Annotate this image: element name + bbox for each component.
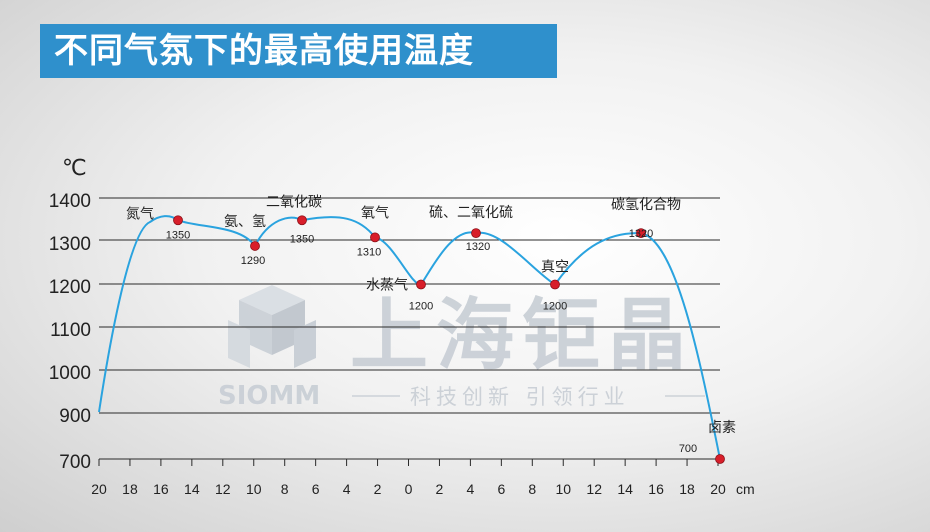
data-point xyxy=(173,215,183,226)
x-tick-label: 4 xyxy=(467,481,475,497)
x-axis: 20 18 16 14 12 10 8 6 4 2 0 2 4 6 8 10 12 14 16 18 20 xyxy=(91,459,726,497)
y-tick-label: 1400 xyxy=(49,191,91,212)
y-tick-label: 1200 xyxy=(49,277,91,298)
grid-lines xyxy=(99,197,720,460)
page-title: 不同气氛下的最高使用温度 xyxy=(40,24,557,78)
y-tick-label: 1000 xyxy=(49,363,91,384)
x-tick-label: 2 xyxy=(374,481,382,497)
watermark-slogan: 科技创新 引领行业 xyxy=(410,385,630,409)
y-tick-label: 1300 xyxy=(49,234,91,255)
x-tick-label: 8 xyxy=(528,481,536,497)
x-tick-label: 6 xyxy=(312,481,320,497)
watermark: 上海钜晶 SIOMM 科技创新 引领行业 xyxy=(218,285,705,411)
data-point-label: 碳氢化合物 xyxy=(611,196,681,212)
data-points: 氮气1350氨、氢1290二氧化碳1350氧气1310水蒸气1200硫、二氧化硫… xyxy=(126,193,736,464)
data-point xyxy=(416,279,426,290)
y-tick-label: 700 xyxy=(59,452,91,473)
data-point-label: 硫、二氧化硫 xyxy=(429,204,513,220)
y-tick-label: 1100 xyxy=(50,320,91,341)
data-point-label: 氨、氢 xyxy=(224,213,266,229)
x-tick-label: 10 xyxy=(246,481,262,497)
data-point-label: 氮气 xyxy=(126,205,154,221)
data-value-label: 1350 xyxy=(290,233,314,245)
data-point-label: 水蒸气 xyxy=(366,277,408,293)
x-tick-label: 6 xyxy=(497,481,505,497)
x-tick-label: 2 xyxy=(436,481,444,497)
watermark-logo-text: SIOMM xyxy=(218,381,320,411)
data-value-label: 1320 xyxy=(466,241,490,253)
y-unit-label: ℃ xyxy=(62,155,87,180)
x-tick-label: 8 xyxy=(281,481,289,497)
x-tick-label: 14 xyxy=(617,481,633,497)
temperature-curve xyxy=(98,215,721,460)
x-tick-label: 20 xyxy=(91,481,107,497)
data-value-label: 1290 xyxy=(241,255,265,267)
data-point xyxy=(550,279,560,290)
x-tick-label: 4 xyxy=(343,481,351,497)
data-point xyxy=(370,232,380,243)
x-tick-label: 16 xyxy=(153,481,169,497)
y-axis: 700 900 1000 1100 1200 1300 1400 xyxy=(49,191,91,473)
x-unit-label: cm xyxy=(736,481,755,497)
x-tick-label: 14 xyxy=(184,481,200,497)
data-point xyxy=(297,215,307,226)
data-value-label: 1200 xyxy=(409,301,433,313)
x-tick-label: 12 xyxy=(215,481,231,497)
data-point-label: 二氧化碳 xyxy=(266,193,322,209)
data-point xyxy=(471,228,481,239)
x-tick-label: 10 xyxy=(555,481,571,497)
watermark-logo-icon xyxy=(228,285,316,368)
x-tick-label: 0 xyxy=(405,481,413,497)
x-tick-label: 18 xyxy=(122,481,138,497)
y-tick-label: 900 xyxy=(59,406,91,427)
data-value-label: 700 xyxy=(679,443,697,455)
data-point xyxy=(636,228,646,239)
data-point-label: 真空 xyxy=(541,259,569,275)
data-value-label: 1200 xyxy=(543,301,567,313)
x-tick-label: 12 xyxy=(586,481,602,497)
data-value-label: 1320 xyxy=(629,228,653,240)
data-point xyxy=(250,241,260,251)
x-tick-label: 20 xyxy=(710,481,726,497)
x-tick-label: 18 xyxy=(679,481,695,497)
data-value-label: 1310 xyxy=(357,246,381,258)
watermark-brand: 上海钜晶 xyxy=(350,291,694,381)
x-tick-label: 16 xyxy=(648,481,664,497)
data-value-label: 1350 xyxy=(166,229,190,241)
data-point-label: 氧气 xyxy=(361,204,389,220)
data-point-label: 卤素 xyxy=(708,419,736,435)
data-point xyxy=(715,454,725,464)
